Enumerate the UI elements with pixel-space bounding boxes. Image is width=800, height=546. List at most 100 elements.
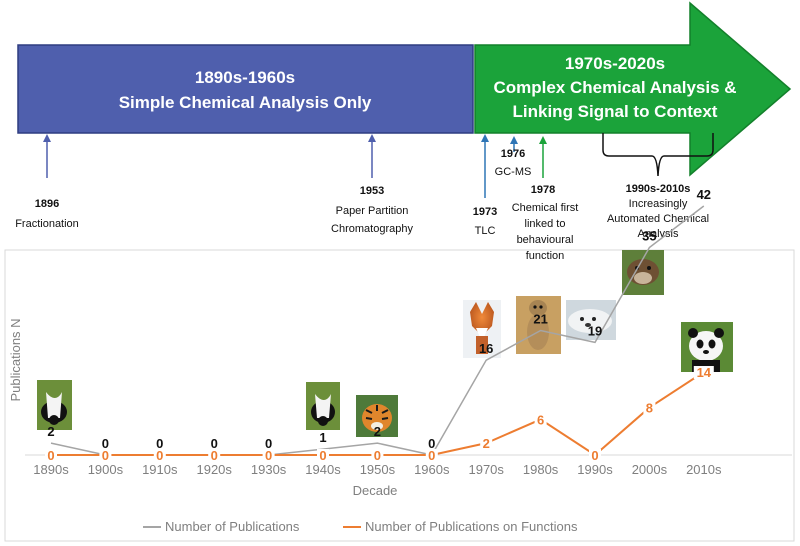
- x-tick-2010s: 2010s: [686, 462, 722, 477]
- skunk-image-1890s: [37, 380, 72, 430]
- event-1973-year: 1973: [473, 206, 497, 218]
- functions-label-bg-1900s: [99, 449, 112, 462]
- functions-label-bg-1950s: [371, 449, 384, 462]
- publications-label-1960s: 0: [428, 436, 435, 451]
- publications-label-1980s: 21: [533, 312, 547, 327]
- functions-label-bg-1940s: [317, 449, 329, 462]
- x-tick-1890s: 1890s: [33, 462, 69, 477]
- publications-label-1900s: 0: [102, 436, 109, 451]
- event-1976-arrowhead: [510, 136, 518, 144]
- event-1973-marker: [481, 134, 489, 198]
- event-1990s-2010s-line-2: Automated Chemical: [607, 213, 709, 225]
- y-axis-title: Publications N: [8, 318, 23, 401]
- publications-label-1930s: 0: [265, 436, 272, 451]
- functions-label-bg-1970s: [480, 437, 493, 451]
- event-1976-line-1: GC-MS: [495, 166, 532, 178]
- functions-label-bg-1990s: [589, 449, 601, 462]
- functions-label-1900s: 0: [102, 448, 109, 463]
- functions-label-1930s: 0: [265, 448, 272, 463]
- legend-label-publications: Number of Publications: [165, 519, 300, 534]
- functions-label-bg-1960s: [425, 449, 438, 462]
- event-1973-line-1: TLC: [475, 225, 496, 237]
- event-1978-line-1: Chemical first: [512, 202, 579, 214]
- functions-label-2000s: 8: [646, 401, 653, 416]
- era-1970s-2020s-arrow: [474, 1, 792, 177]
- publications-label-1970s: 16: [479, 341, 493, 356]
- functions-label-bg-1980s: [534, 413, 547, 427]
- x-tick-1990s: 1990s: [577, 462, 613, 477]
- publications-label-1920s: 0: [211, 436, 218, 451]
- event-1896-marker: [43, 134, 51, 178]
- x-axis-title: Decade: [353, 483, 398, 498]
- functions-label-1910s: 0: [156, 448, 163, 463]
- event-1990s-2010s-line-1: Increasingly: [629, 198, 688, 210]
- functions-label-1970s: 2: [483, 436, 490, 451]
- legend-label-functions: Number of Publications on Functions: [365, 519, 578, 534]
- publications-label-1910s: 0: [156, 436, 163, 451]
- skunk-image-1940s: [306, 382, 340, 430]
- era2-period: 1970s-2020s: [565, 54, 665, 73]
- x-tick-1950s: 1950s: [360, 462, 396, 477]
- functions-label-1890s: 0: [47, 448, 54, 463]
- functions-label-1960s: 0: [428, 448, 435, 463]
- era2-line2: Linking Signal to Context: [513, 102, 718, 121]
- functions-label-1940s: 0: [319, 448, 326, 463]
- event-1978-arrowhead: [539, 136, 547, 144]
- chart-panel-border: [4, 249, 795, 542]
- era1-period: 1890s-1960s: [195, 68, 295, 87]
- functions-label-2010s: 14: [697, 365, 712, 380]
- functions-label-bg-2000s: [643, 401, 656, 415]
- functions-label-1950s: 0: [374, 448, 381, 463]
- functions-label-1980s: 6: [537, 412, 544, 427]
- x-tick-labels: 1890s 1900s 1910s 1920s 1930s 1940s 1950s 1960s…: [33, 462, 722, 477]
- x-tick-1920s: 1920s: [196, 462, 232, 477]
- event-1978-marker: [539, 136, 547, 178]
- panda-image-2010s: [681, 322, 733, 372]
- event-1953-year: 1953: [360, 185, 384, 197]
- otter-image-2000s: [622, 250, 664, 295]
- event-1976-marker: [510, 136, 518, 152]
- x-tick-1980s: 1980s: [523, 462, 559, 477]
- animal-images: [37, 250, 733, 437]
- functions-label-bg-1890s: [45, 449, 57, 462]
- event-1953-line-1: Paper Partition: [336, 205, 409, 217]
- event-1990s-2010s-line-3: Analysis: [638, 228, 679, 240]
- event-1978-year: 1978: [531, 184, 555, 196]
- event-1990s-2010s-brace: [602, 133, 714, 177]
- x-tick-1960s: 1960s: [414, 462, 450, 477]
- tiger-image-1950s: [356, 395, 398, 437]
- publications-label-2000s: 35: [642, 229, 656, 244]
- meerkat-image-1980s: [516, 296, 561, 354]
- event-1990s-2010s-year: 1990s-2010s: [626, 183, 691, 195]
- x-tick-1910s: 1910s: [142, 462, 178, 477]
- publications-label-1950s: 2: [374, 424, 381, 439]
- x-tick-1970s: 1970s: [468, 462, 504, 477]
- timeline: 1890s-1960s Simple Chemical Analysis Onl…: [15, 1, 792, 262]
- publications-label-1940s: 1: [319, 430, 326, 445]
- functions-label-bg-1930s: [262, 449, 275, 462]
- event-1978-line-3: behavioural: [517, 234, 574, 246]
- event-1973-arrowhead: [481, 134, 489, 142]
- event-1976-year: 1976: [501, 148, 525, 160]
- event-1953-arrowhead: [368, 134, 376, 142]
- functions-label-bg-1910s: [153, 449, 166, 462]
- era2-line1: Complex Chemical Analysis &: [493, 78, 736, 97]
- functions-label-bg-1920s: [208, 449, 221, 462]
- publications-label-2010s: 42: [697, 187, 711, 202]
- event-1978-line-2: linked to: [525, 218, 566, 230]
- chart-legend: Number of Publications Number of Publica…: [143, 519, 578, 534]
- functions-label-bg-2010s: [693, 366, 714, 380]
- publications-label-1990s: 19: [588, 323, 602, 338]
- x-tick-1900s: 1900s: [88, 462, 124, 477]
- publications-label-1890s: 2: [47, 424, 54, 439]
- era1-description: Simple Chemical Analysis Only: [119, 93, 372, 112]
- event-1978-line-4: function: [526, 250, 565, 262]
- event-1896-line-1: Fractionation: [15, 218, 79, 230]
- publications-line-chart: 1890s 1900s 1910s 1920s 1930s 1940s 1950s 1960s…: [8, 187, 792, 498]
- event-1953-line-2: Chromatography: [331, 223, 413, 235]
- event-1953-marker: [368, 134, 376, 178]
- seal-image-1990s: [566, 300, 616, 340]
- event-1896-year: 1896: [35, 198, 59, 210]
